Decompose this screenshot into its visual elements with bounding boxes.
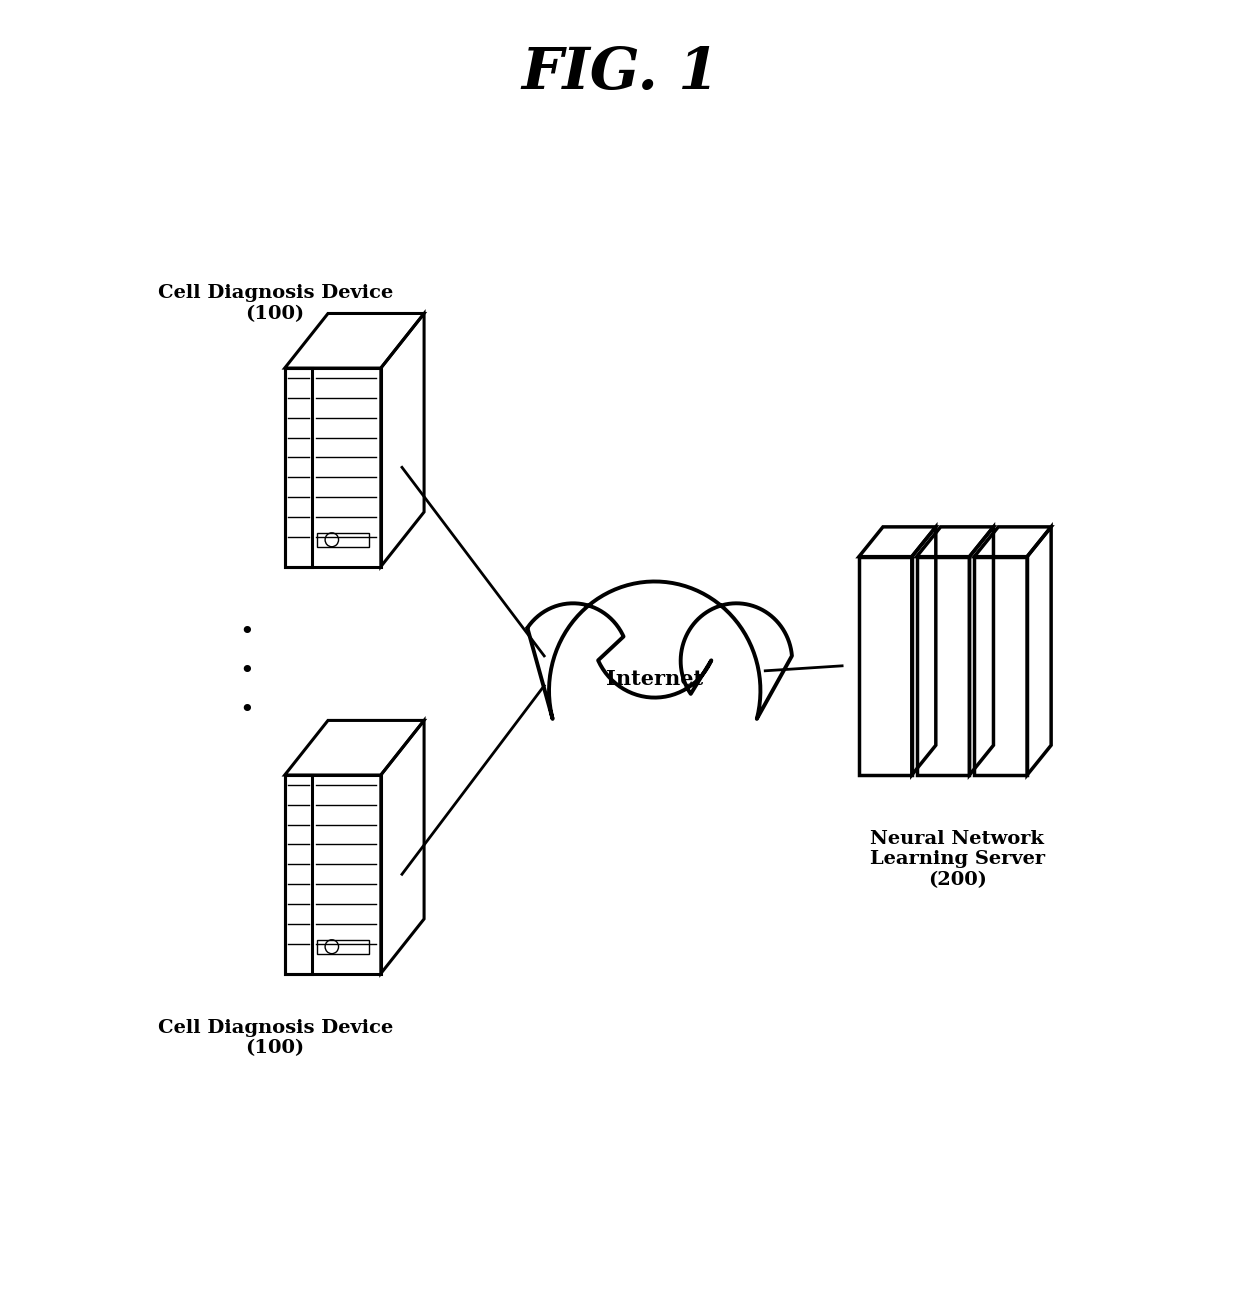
Text: Cell Diagnosis Device
(100): Cell Diagnosis Device (100) [157,1018,393,1057]
Text: FIG. 1: FIG. 1 [521,45,719,102]
Text: •
•
•: • • • [239,620,254,722]
Text: Internet: Internet [606,669,703,688]
Text: Neural Network
Learning Server
(200): Neural Network Learning Server (200) [870,830,1045,889]
Text: Cell Diagnosis Device
(100): Cell Diagnosis Device (100) [157,284,393,324]
